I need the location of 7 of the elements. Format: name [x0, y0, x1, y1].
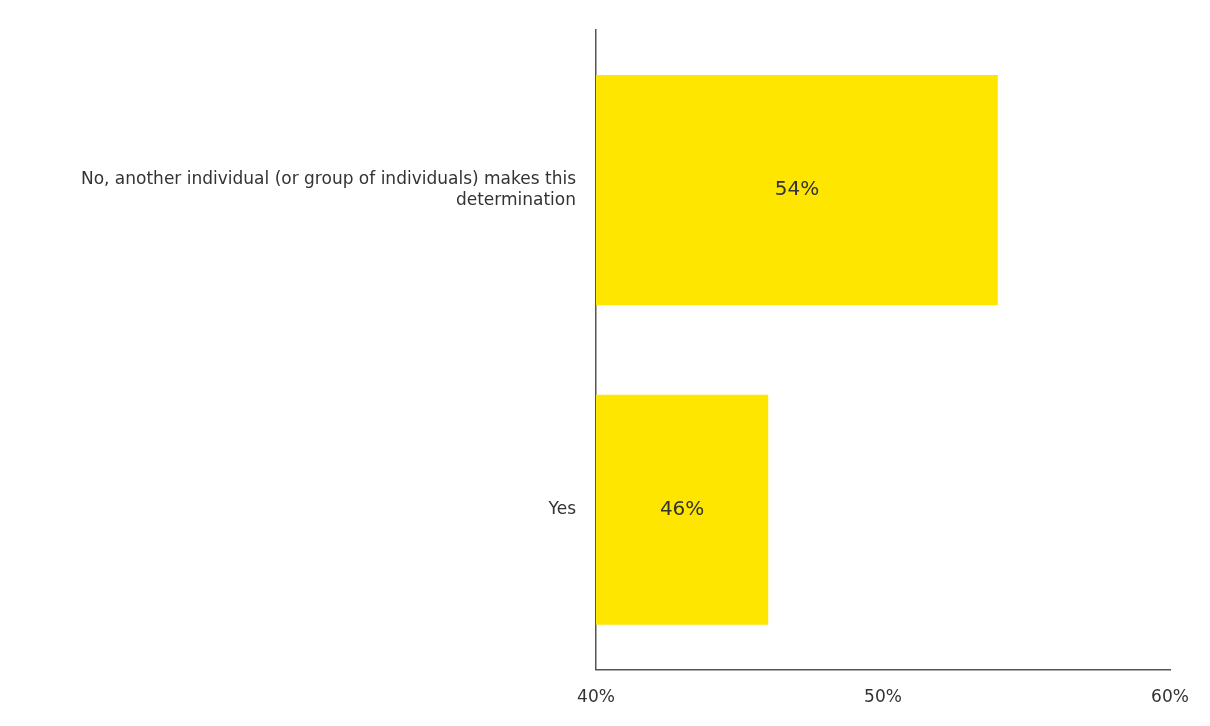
- y-tick-label: No, another individual (or group of individuals) makes this determination: [80, 168, 577, 209]
- data-label: 54%: [774, 176, 820, 201]
- x-tick-label: 60%: [1151, 686, 1189, 707]
- y-tick-label: Yes: [547, 498, 577, 519]
- data-label: 46%: [659, 495, 705, 520]
- x-tick-label: 40%: [577, 686, 615, 707]
- x-tick-label: 50%: [864, 686, 902, 707]
